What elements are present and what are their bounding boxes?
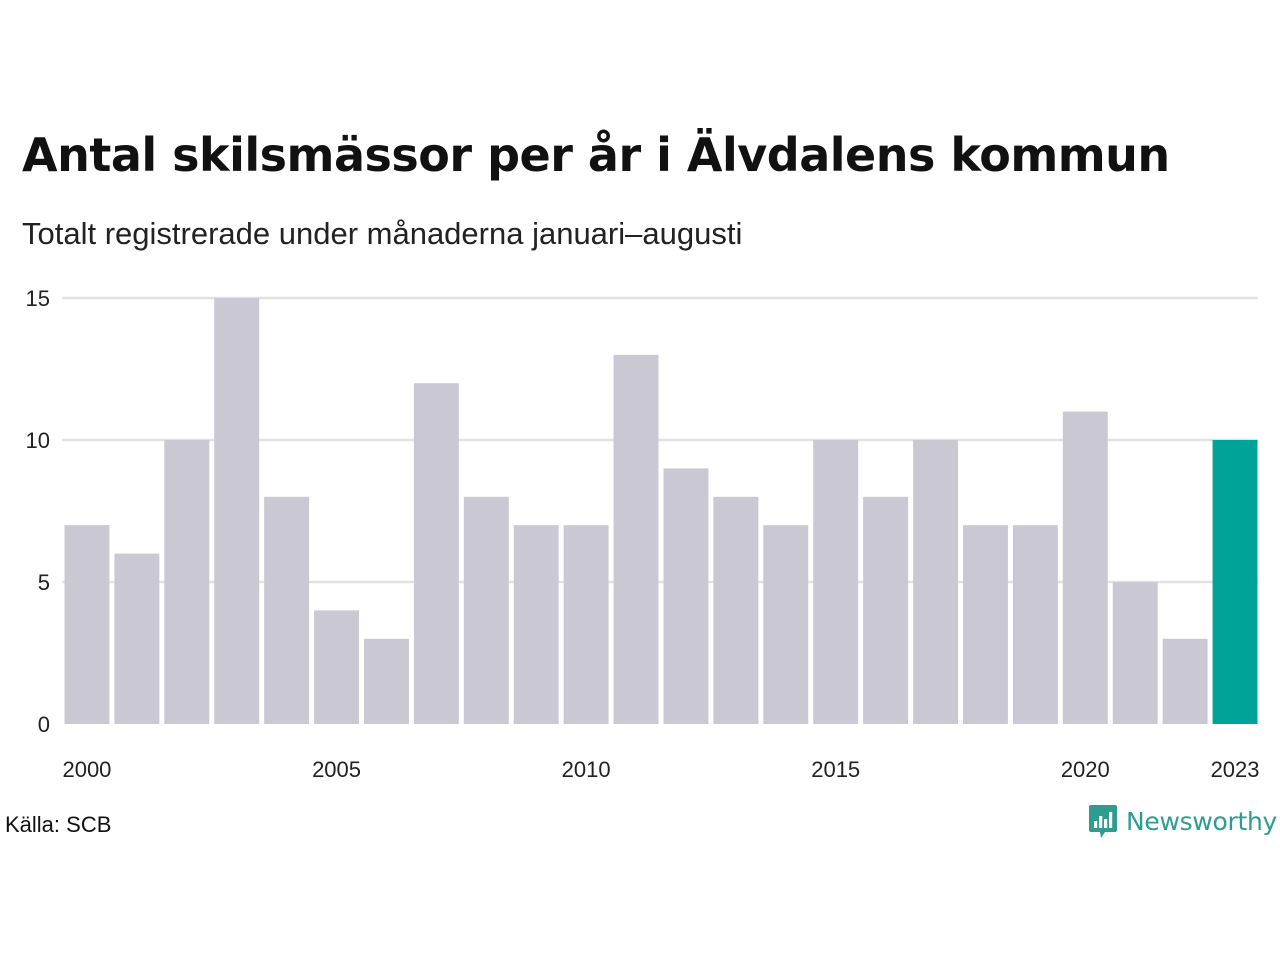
bar-2015 (813, 440, 859, 724)
bar-2022 (1162, 638, 1208, 724)
x-tick-label-2010: 2010 (562, 757, 611, 782)
bar-2010 (563, 525, 609, 724)
bars (64, 298, 1258, 724)
bar-2021 (1112, 582, 1158, 724)
bar-2000 (64, 525, 110, 724)
bar-2007 (413, 383, 459, 724)
x-tick-label-2023: 2023 (1211, 757, 1260, 782)
bar-2001 (114, 553, 160, 724)
bar-2019 (1012, 525, 1058, 724)
bar-2012 (663, 468, 709, 724)
brand-logo: Newsworthy (1088, 803, 1277, 839)
x-tick-label-2020: 2020 (1061, 757, 1110, 782)
newsworthy-logo-icon (1089, 805, 1117, 838)
bar-chart: 0 5 10 15 2000 2005 2010 2015 2020 2023 (26, 286, 1260, 782)
y-tick-label-0: 0 (38, 712, 50, 737)
bar-2011 (613, 354, 659, 724)
bar-2004 (264, 496, 310, 724)
x-tick-label-2005: 2005 (312, 757, 361, 782)
bar-2017 (913, 440, 958, 724)
bar-2020 (1062, 411, 1108, 724)
bar-2013 (713, 496, 759, 724)
bar-2005 (314, 610, 359, 724)
bar-2003 (214, 298, 260, 724)
bar-2023 (1212, 440, 1258, 724)
bar-2014 (763, 525, 809, 724)
y-tick-label-15: 15 (26, 286, 50, 311)
brand-name: Newsworthy (1126, 806, 1278, 836)
bar-2009 (513, 525, 559, 724)
y-axis-labels: 0 5 10 15 (26, 286, 50, 737)
chart-title: Antal skilsmässor per år i Älvdalens kom… (22, 128, 1170, 182)
bar-2006 (364, 638, 409, 724)
bar-2018 (963, 525, 1008, 724)
source-note: Källa: SCB (5, 812, 112, 837)
gridlines (62, 296, 1258, 584)
y-tick-label-5: 5 (38, 570, 50, 595)
bar-2016 (863, 496, 909, 724)
x-axis-labels: 2000 2005 2010 2015 2020 2023 (62, 757, 1259, 782)
y-tick-label-10: 10 (26, 428, 50, 453)
x-tick-label-2015: 2015 (811, 757, 860, 782)
chart-subtitle: Totalt registrerade under månaderna janu… (22, 216, 743, 251)
bar-2002 (164, 440, 210, 724)
bar-2008 (463, 496, 509, 724)
x-tick-label-2000: 2000 (62, 757, 111, 782)
